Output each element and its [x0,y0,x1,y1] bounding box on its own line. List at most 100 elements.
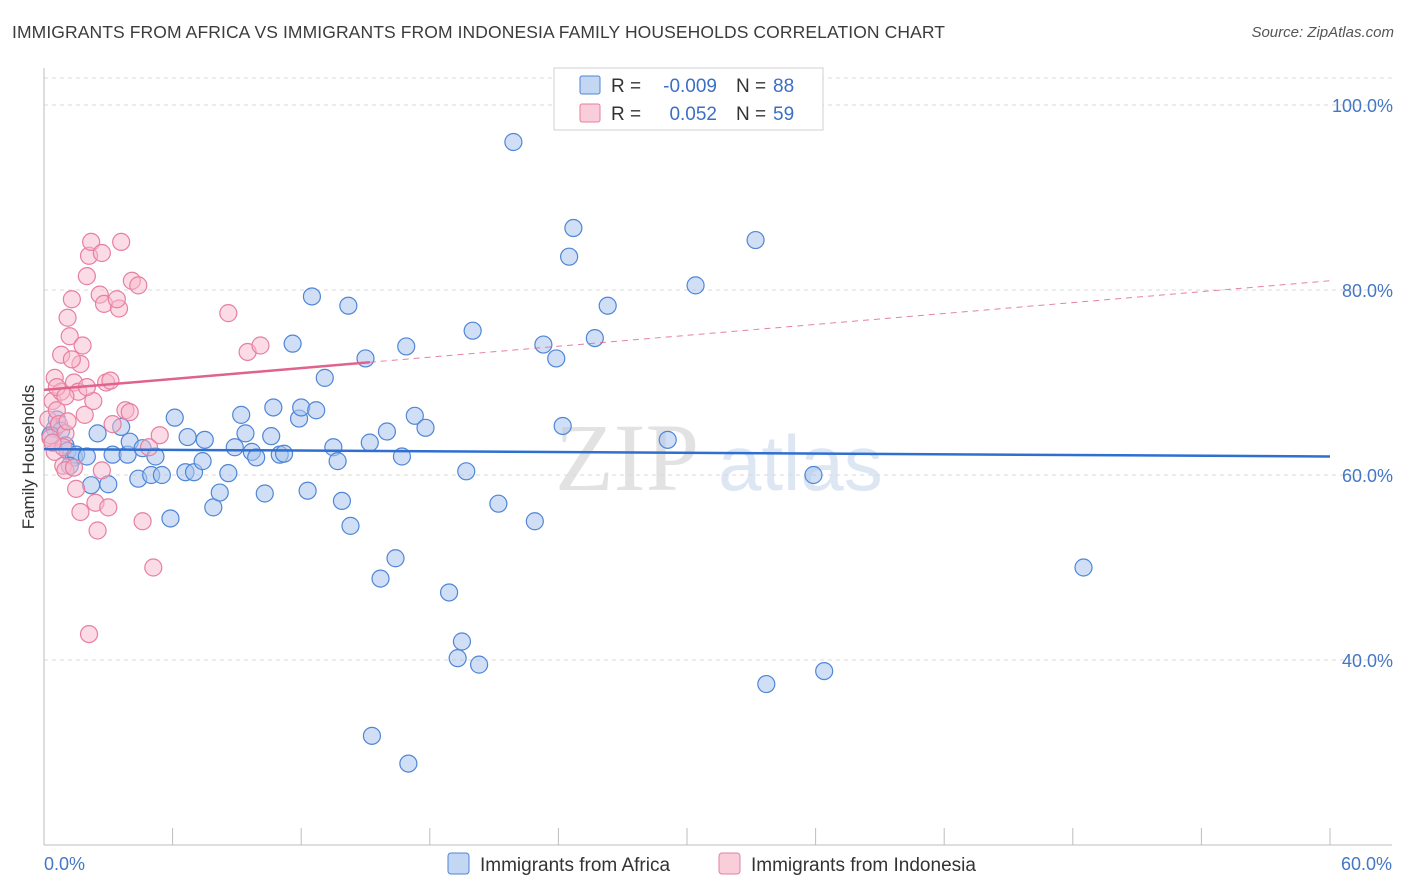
legend-r-value-africa: -0.009 [663,76,717,97]
y-tick-labels: 100.0% 80.0% 60.0% 40.0% [1332,96,1393,671]
indonesia-point-31 [103,415,122,434]
africa-point-46 [315,368,334,387]
africa-point-58 [397,337,416,356]
africa-point-52 [356,349,375,368]
indonesia-point-27 [92,461,111,480]
africa-point-7 [77,447,96,466]
africa-point-72 [553,416,572,436]
africa-point-30 [225,438,244,457]
africa-point-76 [598,296,617,315]
y-tick-label-0: 100.0% [1332,96,1393,116]
chart-title: IMMIGRANTS FROM AFRICA VS IMMIGRANTS FRO… [12,22,946,42]
legend-r-label-africa: R = [611,76,641,97]
africa-point-84 [362,726,382,745]
africa-point-37 [264,398,283,417]
indonesia-point-13 [62,290,81,309]
legend-n-label-africa: N = [736,76,766,97]
africa-point-8 [82,476,101,495]
indonesia-point-54 [101,371,120,390]
legend-swatch-indonesia [579,103,601,123]
bottom-legend-swatch-indonesia [718,852,741,875]
africa-point-82 [815,661,834,681]
africa-point-85 [399,754,418,773]
africa-point-68 [504,132,523,152]
africa-point-69 [525,512,544,531]
indonesia-point-19 [75,405,94,424]
legend-n-value-africa: 88 [773,76,794,97]
y-tick-label-3: 40.0% [1342,651,1393,671]
africa-point-42 [292,398,311,417]
indonesia-point-12 [60,327,79,346]
africa-point-23 [178,427,197,447]
series-legend: Immigrants from Africa Immigrants from I… [447,852,976,876]
africa-point-63 [452,632,472,651]
y-axis-label: Family Households [19,385,38,530]
indonesia-point-30 [99,498,118,517]
africa-point-80 [757,674,776,694]
indonesia-point-40 [150,426,169,445]
africa-point-55 [377,422,397,441]
indonesia-point-56 [92,243,111,263]
africa-point-49 [332,491,352,510]
y-tick-label-2: 60.0% [1342,466,1393,486]
africa-point-61 [439,583,459,602]
africa-point-78 [686,276,705,295]
africa-point-9 [88,424,107,443]
africa-point-35 [255,484,274,503]
africa-point-34 [247,448,266,467]
africa-point-74 [564,218,583,238]
africa-point-62 [448,649,467,668]
bottom-legend-label-indonesia: Immigrants from Indonesia [751,855,976,876]
legend-n-value-indonesia: 59 [773,104,794,125]
africa-point-43 [298,481,317,500]
indonesia-point-36 [129,276,148,295]
grid-lines [44,77,1392,661]
africa-point-31 [232,405,251,424]
indonesia-trend-line-solid [43,361,370,392]
indonesia-point-38 [139,438,159,457]
indonesia-point-37 [133,512,152,531]
africa-point-40 [283,334,302,353]
africa-point-73 [560,247,579,266]
africa-point-77 [658,430,677,449]
x-tick-label-min: 0.0% [44,854,85,874]
indonesia-point-52 [58,412,77,431]
africa-point-26 [195,430,214,449]
africa-point-44 [302,287,322,306]
africa-point-59 [405,406,424,425]
africa-point-75 [585,329,604,348]
africa-point-20 [161,509,180,528]
indonesia-point-57 [120,403,139,422]
indonesia-point-51 [56,387,75,406]
indonesia-trend-line-dashed [369,280,1331,363]
correlation-legend: R = -0.009 N = 88 R = 0.052 N = 59 [553,67,824,131]
africa-point-48 [328,452,347,471]
x-axis-ticks [43,828,1331,845]
indonesia-point-25 [88,521,107,540]
x-tick-label-max: 60.0% [1341,854,1392,874]
africa-point-50 [339,296,358,315]
indonesia-point-55 [107,290,126,309]
africa-point-36 [262,427,281,446]
africa-point-65 [463,321,482,340]
indonesia-point-43 [251,336,270,355]
bottom-legend-swatch-africa [447,852,470,875]
watermark-atlas: atlas [718,419,883,507]
africa-trend-line [43,447,1331,458]
indonesia-point-41 [219,304,238,323]
legend-swatch-africa [579,75,601,95]
africa-point-67 [489,494,508,513]
africa-point-70 [534,335,553,354]
indonesia-point-45 [64,458,84,477]
indonesia-point-33 [112,232,131,251]
africa-point-53 [360,433,379,452]
source-label: Source: ZipAtlas.com [1251,24,1394,41]
africa-point-79 [746,230,765,250]
indonesia-point-22 [82,232,101,251]
africa-point-71 [547,349,566,368]
africa-point-19 [152,465,171,485]
africa-point-64 [457,462,476,481]
africa-point-60 [416,418,435,437]
indonesia-point-20 [77,267,96,286]
